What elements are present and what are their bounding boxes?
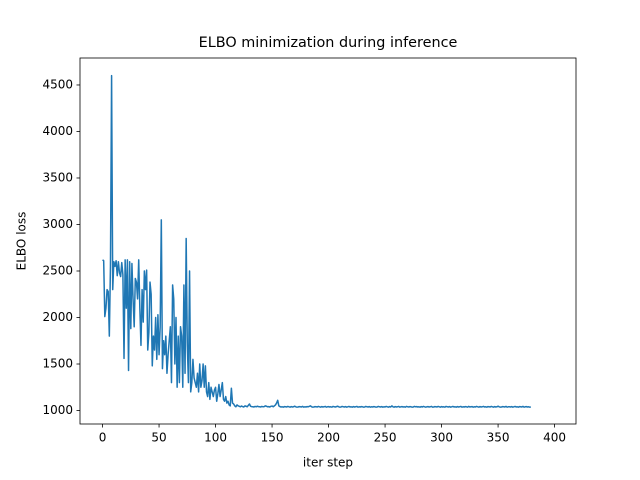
- y-tick-label: 4000: [42, 124, 73, 138]
- x-tick-label: 100: [204, 431, 227, 445]
- y-tick-label: 3000: [42, 217, 73, 231]
- chart-title: ELBO minimization during inference: [199, 35, 458, 51]
- y-tick-label: 3500: [42, 170, 73, 184]
- x-tick-label: 0: [99, 431, 107, 445]
- y-tick-label: 2500: [42, 263, 73, 277]
- x-tick-label: 350: [487, 431, 510, 445]
- y-tick-label: 4500: [42, 77, 73, 91]
- x-tick-label: 200: [317, 431, 340, 445]
- y-tick-label: 1000: [42, 403, 73, 417]
- x-tick-label: 50: [151, 431, 166, 445]
- plot-frame: [79, 57, 577, 425]
- loss-line: [102, 74, 531, 408]
- y-tick-label: 2000: [42, 310, 73, 324]
- x-axis-label: iter step: [303, 456, 353, 470]
- x-tick-label: 250: [374, 431, 397, 445]
- y-axis-label: ELBO loss: [15, 212, 29, 271]
- x-tick-label: 150: [261, 431, 284, 445]
- x-tick-label: 400: [543, 431, 566, 445]
- x-tick-label: 300: [430, 431, 453, 445]
- y-tick-label: 1500: [42, 357, 73, 371]
